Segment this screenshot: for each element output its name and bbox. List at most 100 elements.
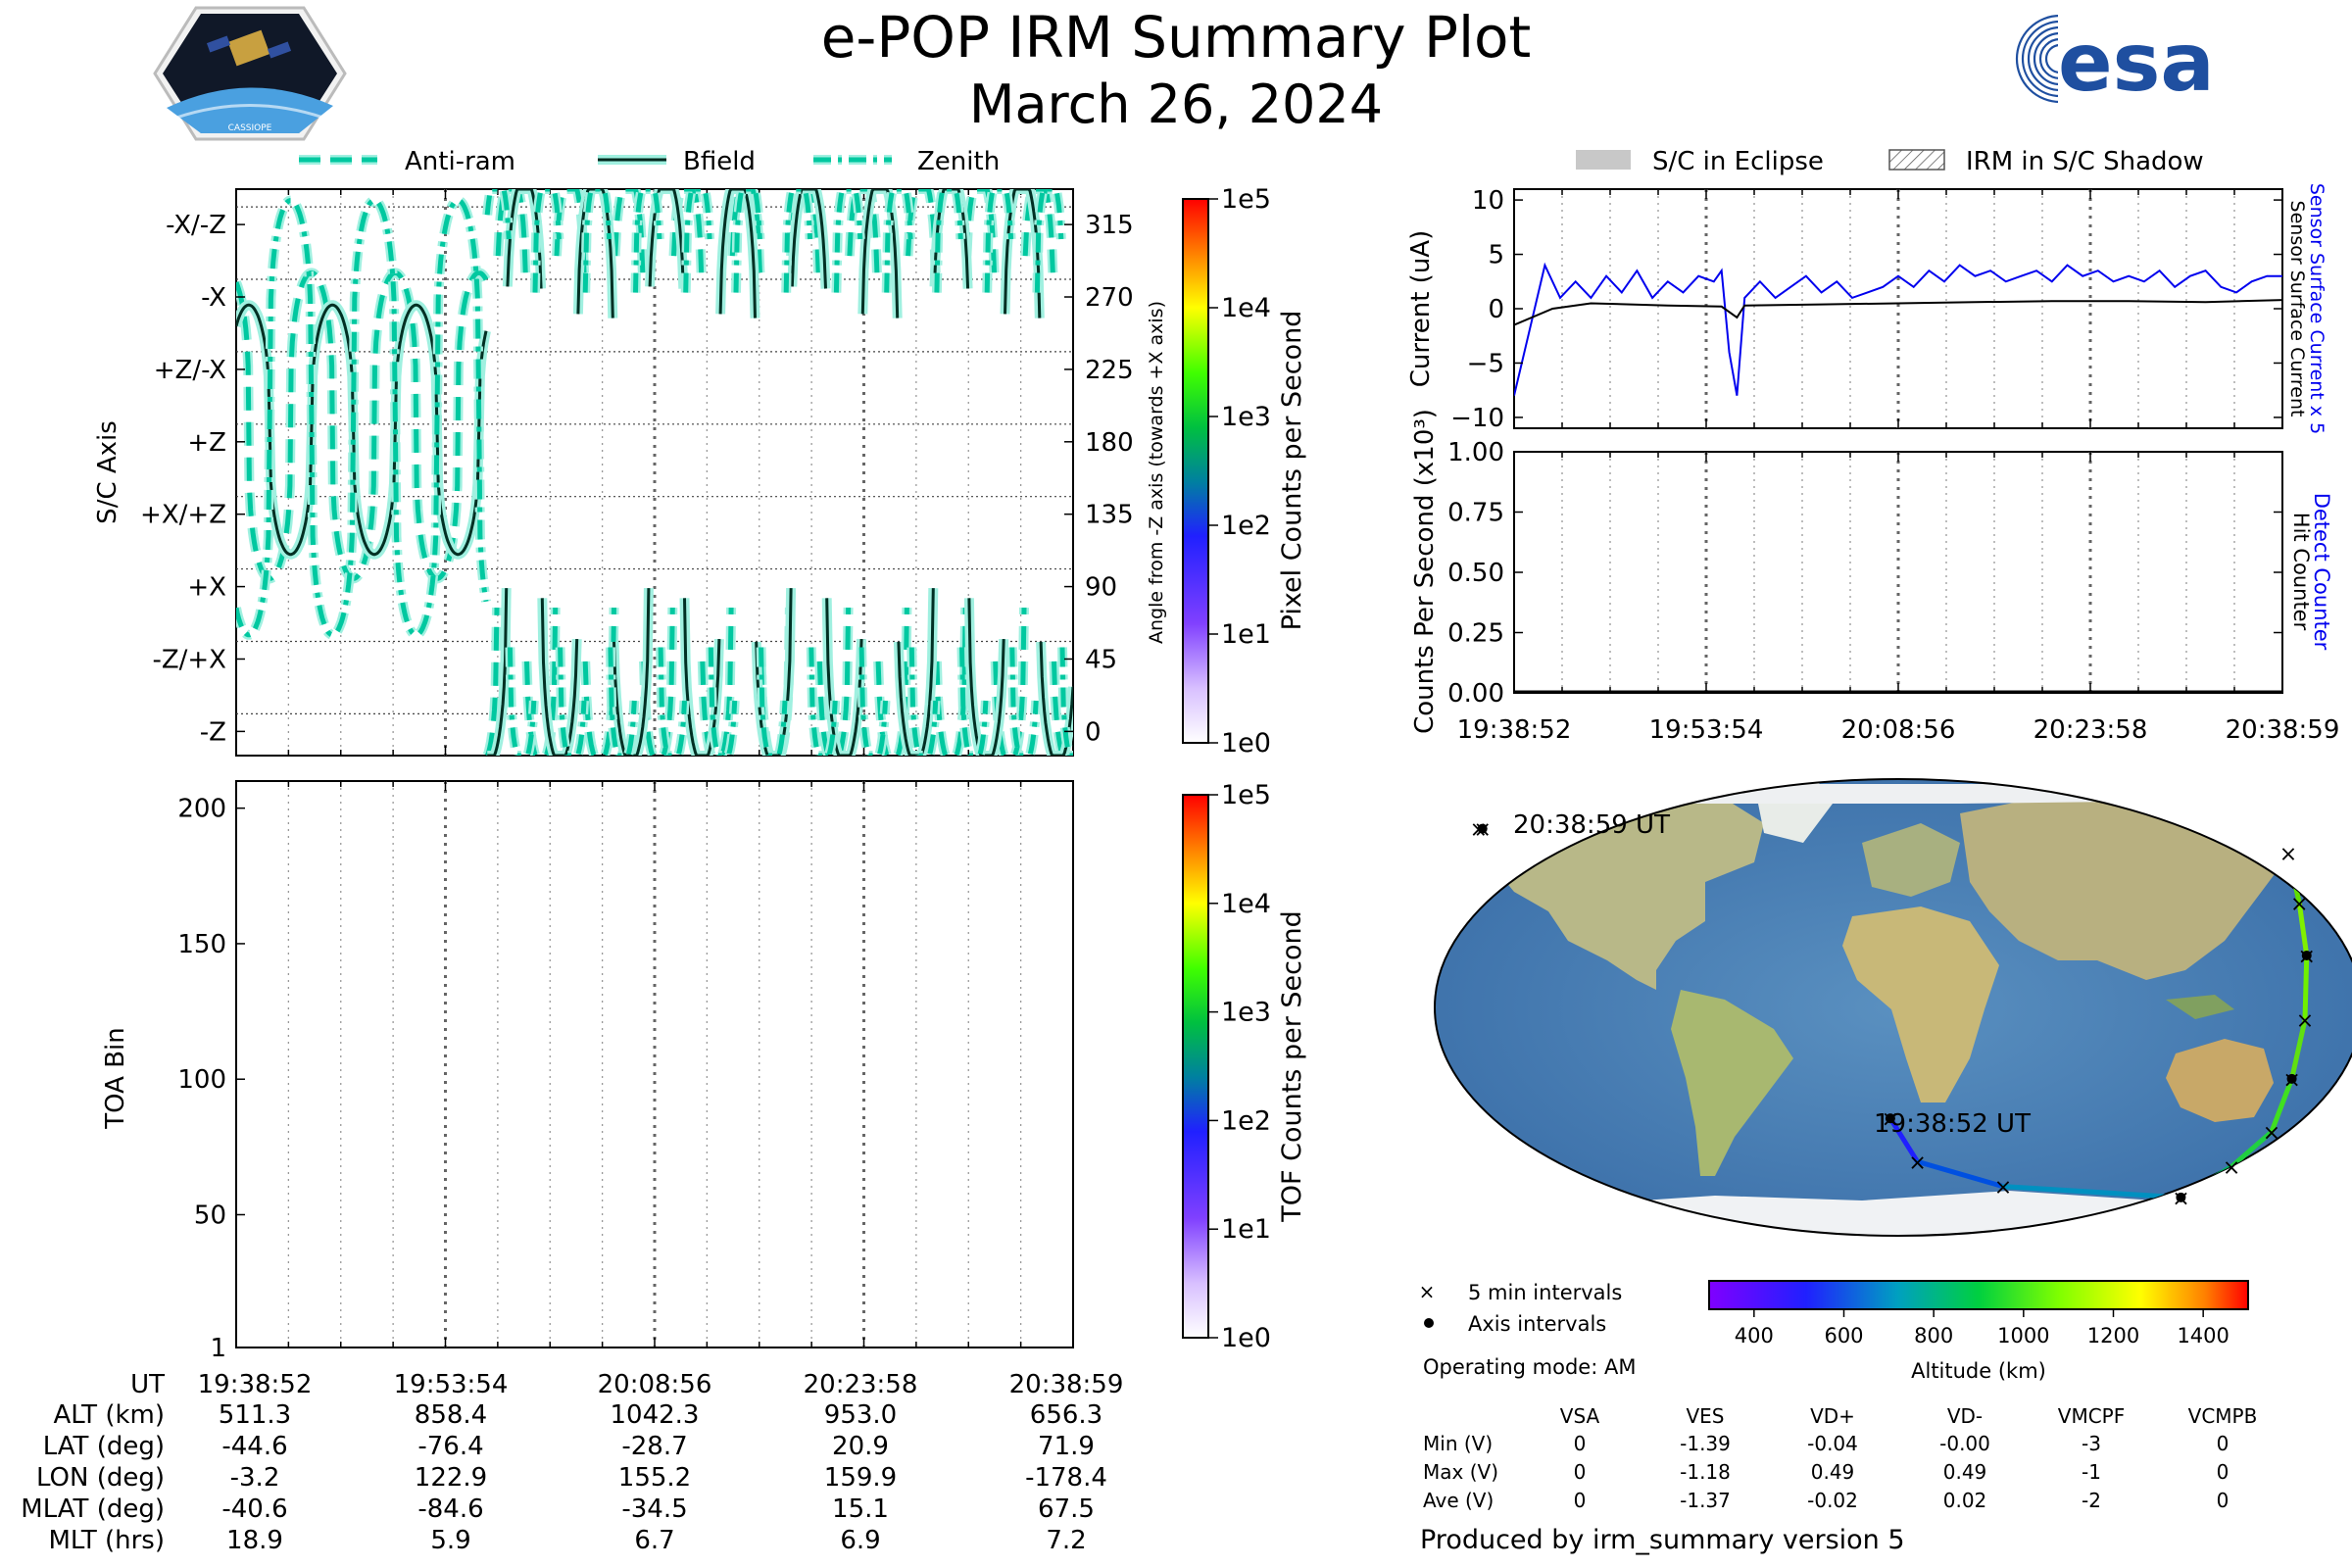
voltage-value: 0.49 [1943, 1460, 1987, 1484]
ephemeris-value: 5.9 [430, 1526, 470, 1555]
altitude-tick-label: 800 [1914, 1324, 1953, 1348]
esa-logo: esa [2015, 10, 2215, 110]
axis-interval-marker-icon [1424, 1318, 1434, 1328]
altitude-tick-label: 1200 [2087, 1324, 2139, 1348]
attitude-left-tick-label: +X/+Z [140, 501, 226, 530]
toa-vertical-grid [235, 781, 1074, 1348]
counts-ylabel: Counts Per Second (x10³) [1410, 409, 1440, 734]
ephemeris-value: 6.7 [634, 1526, 674, 1555]
legend-zenith: Zenith [917, 147, 1000, 176]
legend-shadow: IRM in S/C Shadow [1966, 147, 2204, 176]
ephemeris-value: 155.2 [618, 1463, 691, 1493]
ground-track-segment [2269, 1076, 2295, 1135]
voltage-table: VSA VES VD+ VD- VMCPF VCMPB Min (V) 0 -1.39 -0.04… [1423, 1404, 2257, 1512]
current-tick-label: 10 [1472, 186, 1504, 216]
counts-tick-label: 1.00 [1447, 438, 1504, 467]
current-ylabel-right-1: Sensor Surface Current x 5 [2306, 183, 2328, 434]
voltage-value: -0.00 [1939, 1432, 1990, 1455]
attitude-right-tick-label: 225 [1085, 356, 1134, 385]
counts-tick-label: 0.00 [1447, 679, 1504, 709]
attitude-right-tick-label: 45 [1085, 645, 1117, 674]
attitude-ylabel-right: Angle from -Z axis (towards +X axis) [1146, 301, 1167, 644]
voltage-value: 0 [1574, 1460, 1587, 1484]
voltage-header: VMCPF [2058, 1404, 2125, 1428]
tof-colorbar: 1e0 1e1 1e2 1e3 1e4 1e5 TOF Counts per Second [1182, 780, 1307, 1353]
voltage-value: -0.02 [1807, 1489, 1858, 1512]
ephemeris-time-value: 20:08:56 [598, 1370, 712, 1399]
bfield-trace [236, 189, 1073, 756]
voltage-row-label: Max (V) [1423, 1460, 1498, 1484]
current-tick-label: 5 [1488, 241, 1504, 270]
ephemeris-time-value: 19:53:54 [394, 1370, 509, 1399]
colorbar-tick-label: 1e1 [1221, 619, 1271, 650]
ephemeris-value: -34.5 [621, 1494, 687, 1524]
altitude-tick-label: 400 [1735, 1324, 1774, 1348]
ground-track-segment [2000, 1184, 2183, 1200]
attitude-left-tick-label: -Z [200, 717, 226, 747]
current-vertical-grid [1513, 189, 2283, 428]
voltage-value: -0.04 [1807, 1432, 1858, 1455]
pixel-colorbar-ticks: 1e0 1e1 1e2 1e3 1e4 1e5 [1208, 184, 1271, 759]
map-border [1434, 778, 2352, 1237]
colorbar-tick-label: 1e4 [1221, 889, 1271, 919]
time-axis-label: 19:53:54 [1649, 715, 1764, 745]
ephemeris-value: -84.6 [417, 1494, 483, 1524]
track-end-label: 20:38:59 UT [1513, 810, 1670, 840]
voltage-value: -1.37 [1680, 1489, 1731, 1512]
attitude-legend: Anti-ram Bfield Zenith [299, 147, 1000, 176]
counts-tick-label: 0.25 [1447, 619, 1504, 649]
colorbar-tick-label: 1e3 [1221, 402, 1271, 432]
ephemeris-time-value: 19:38:52 [198, 1370, 313, 1399]
current-tick-label: 0 [1488, 295, 1504, 324]
current-traces [1514, 262, 2282, 396]
ephemeris-value: -44.6 [221, 1432, 287, 1461]
voltage-value: 0.02 [1943, 1489, 1987, 1512]
legend-bfield: Bfield [683, 147, 756, 176]
pixel-colorbar-label: Pixel Counts per Second [1277, 311, 1307, 631]
altitude-colorbar: 400 600 800 1000 1200 1400 Altitude (km) [1708, 1280, 2249, 1383]
voltage-header: VD+ [1810, 1404, 1855, 1428]
counts-panel: 0.00 0.25 0.50 0.75 1.00 Counts Per Second (… [1410, 409, 2333, 734]
ephemeris-value: -178.4 [1025, 1463, 1107, 1493]
ephemeris-value: 858.4 [415, 1400, 487, 1430]
ephemeris-value: 67.5 [1038, 1494, 1095, 1524]
altitude-tick-label: 1000 [1997, 1324, 2049, 1348]
voltage-header: VSA [1560, 1404, 1600, 1428]
ephemeris-row-label: UT [130, 1370, 165, 1399]
operating-mode: Operating mode: AM [1423, 1355, 1636, 1379]
time-axis-right: 19:38:52 19:53:54 20:08:56 20:23:58 20:38:59 [1457, 715, 2340, 745]
voltage-value: 0 [2217, 1432, 2230, 1455]
altitude-tick-label: 600 [1824, 1324, 1863, 1348]
current-ticks: 10 5 0 −5 −10 [1450, 186, 2282, 433]
toa-tick-label: 100 [177, 1065, 226, 1095]
voltage-value: -2 [2082, 1489, 2101, 1512]
current-plot-frame [1513, 188, 2283, 429]
voltage-value: 0.49 [1811, 1460, 1855, 1484]
voltage-value: 0 [1574, 1432, 1587, 1455]
attitude-left-ticks: -Z -Z/+X +X +X/+Z +Z +Z/-X -X -X/-Z [140, 211, 245, 747]
toa-tick-label: 200 [177, 795, 226, 824]
colorbar-tick-label: 1e4 [1221, 293, 1271, 323]
attitude-right-tick-label: 90 [1085, 573, 1117, 603]
ephemeris-row-label: ALT (km) [53, 1400, 165, 1430]
ground-track-segment [2302, 953, 2310, 1023]
ground-track-segment [1887, 1115, 1921, 1164]
ephemeris-value: -40.6 [221, 1494, 287, 1524]
toa-ylabel: TOA Bin [101, 1027, 130, 1129]
voltage-value: 0 [1574, 1489, 1587, 1512]
current-ylabel-right-2: Sensor Surface Current [2286, 201, 2308, 417]
legend-eclipse: S/C in Eclipse [1652, 147, 1824, 176]
five-min-marker: × [2223, 1155, 2240, 1180]
page-subtitle: March 26, 2024 [969, 74, 1383, 135]
ephemeris-row-label: MLAT (deg) [21, 1494, 165, 1524]
altitude-tick-label: 1400 [2177, 1324, 2229, 1348]
toa-tick-label: 1 [210, 1334, 226, 1363]
ephemeris-row-label: LAT (deg) [43, 1432, 165, 1461]
toa-tick-label: 150 [177, 930, 226, 959]
five-min-marker: × [2290, 892, 2308, 916]
voltage-value: -1 [2082, 1460, 2101, 1484]
axis-interval-marker [2176, 1192, 2186, 1202]
ephemeris-value: 511.3 [219, 1400, 291, 1430]
colorbar-tick-label: 1e1 [1221, 1214, 1271, 1245]
